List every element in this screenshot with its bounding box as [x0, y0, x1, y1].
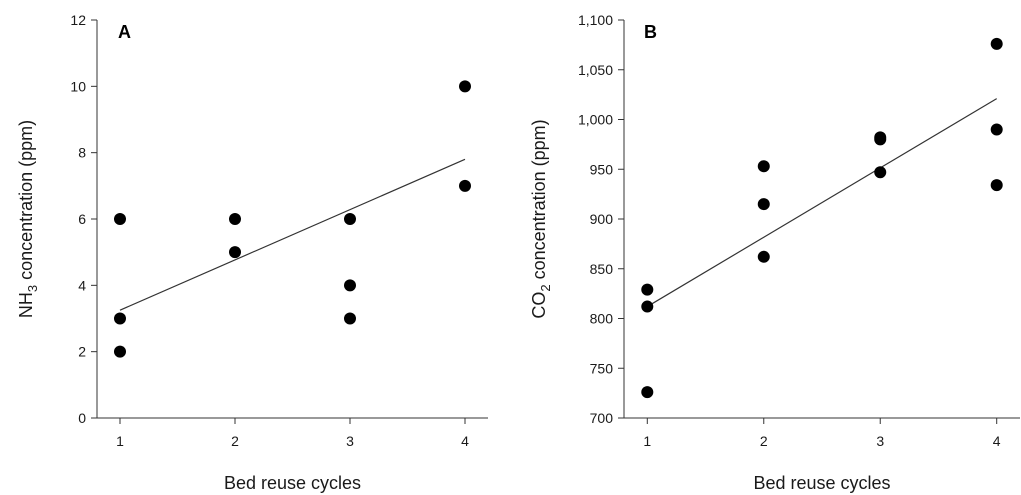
data-point: [874, 166, 887, 179]
x-tick-label: 2: [231, 433, 239, 449]
y-tick-label: 12: [70, 12, 86, 28]
x-tick-label: 1: [116, 433, 124, 449]
data-point: [459, 80, 471, 93]
data-point: [344, 213, 356, 225]
data-point: [459, 179, 471, 192]
panel-label: B: [644, 22, 657, 42]
data-point: [874, 133, 887, 146]
data-point: [757, 198, 770, 211]
y-tick-label: 2: [78, 344, 86, 360]
data-point: [757, 250, 770, 263]
y-tick-label: 750: [590, 360, 614, 376]
y-tick-label: 900: [590, 211, 614, 227]
y-tick-label: 4: [78, 277, 86, 293]
y-axis-title: CO2 concentration (ppm): [529, 119, 553, 318]
y-tick-label: 950: [590, 161, 614, 177]
x-tick-label: 1: [643, 433, 651, 449]
y-tick-label: 1,100: [578, 12, 613, 28]
trend-line: [119, 158, 466, 311]
data-point: [229, 213, 241, 225]
data-point: [114, 312, 126, 325]
data-point: [990, 123, 1003, 136]
data-point: [229, 246, 241, 259]
data-point: [641, 283, 654, 296]
data-point: [114, 213, 126, 225]
trend-line: [646, 98, 998, 308]
y-tick-label: 6: [78, 211, 86, 227]
y-tick-label: 10: [70, 78, 86, 94]
x-axis-title: Bed reuse cycles: [224, 473, 361, 493]
x-tick-label: 3: [346, 433, 354, 449]
x-axis-title: Bed reuse cycles: [753, 473, 890, 493]
data-point: [114, 345, 126, 358]
y-tick-label: 800: [590, 311, 614, 327]
data-point: [990, 179, 1003, 192]
data-point: [344, 279, 356, 292]
data-point: [641, 300, 654, 313]
panel-b: 700 750 800 850 900 950 1,000 1,050 1,100 1 2 3 4 B Be…: [529, 12, 1020, 493]
y-tick-label: 700: [590, 410, 614, 426]
x-tick-label: 4: [461, 433, 469, 449]
y-tick-label: 850: [590, 261, 614, 277]
x-tick-label: 4: [993, 433, 1001, 449]
y-tick-label: 1,050: [578, 62, 613, 78]
data-point: [757, 160, 770, 173]
x-tick-label: 3: [876, 433, 884, 449]
data-point: [344, 312, 356, 325]
panel-label: A: [118, 22, 131, 42]
data-point: [641, 386, 654, 399]
y-tick-label: 1,000: [578, 112, 613, 128]
y-axis-title: NH3 concentration (ppm): [16, 120, 40, 318]
data-point: [990, 37, 1003, 50]
y-tick-label: 0: [78, 410, 86, 426]
y-tick-label: 8: [78, 145, 86, 161]
x-tick-label: 2: [760, 433, 768, 449]
